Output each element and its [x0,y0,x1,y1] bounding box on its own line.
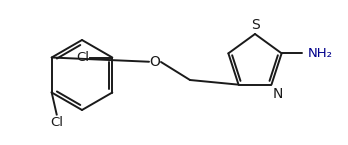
Text: NH₂: NH₂ [308,47,333,60]
Text: S: S [251,18,259,32]
Text: Cl: Cl [50,116,63,128]
Text: N: N [272,87,283,101]
Text: Cl: Cl [76,51,89,64]
Text: O: O [150,55,160,69]
